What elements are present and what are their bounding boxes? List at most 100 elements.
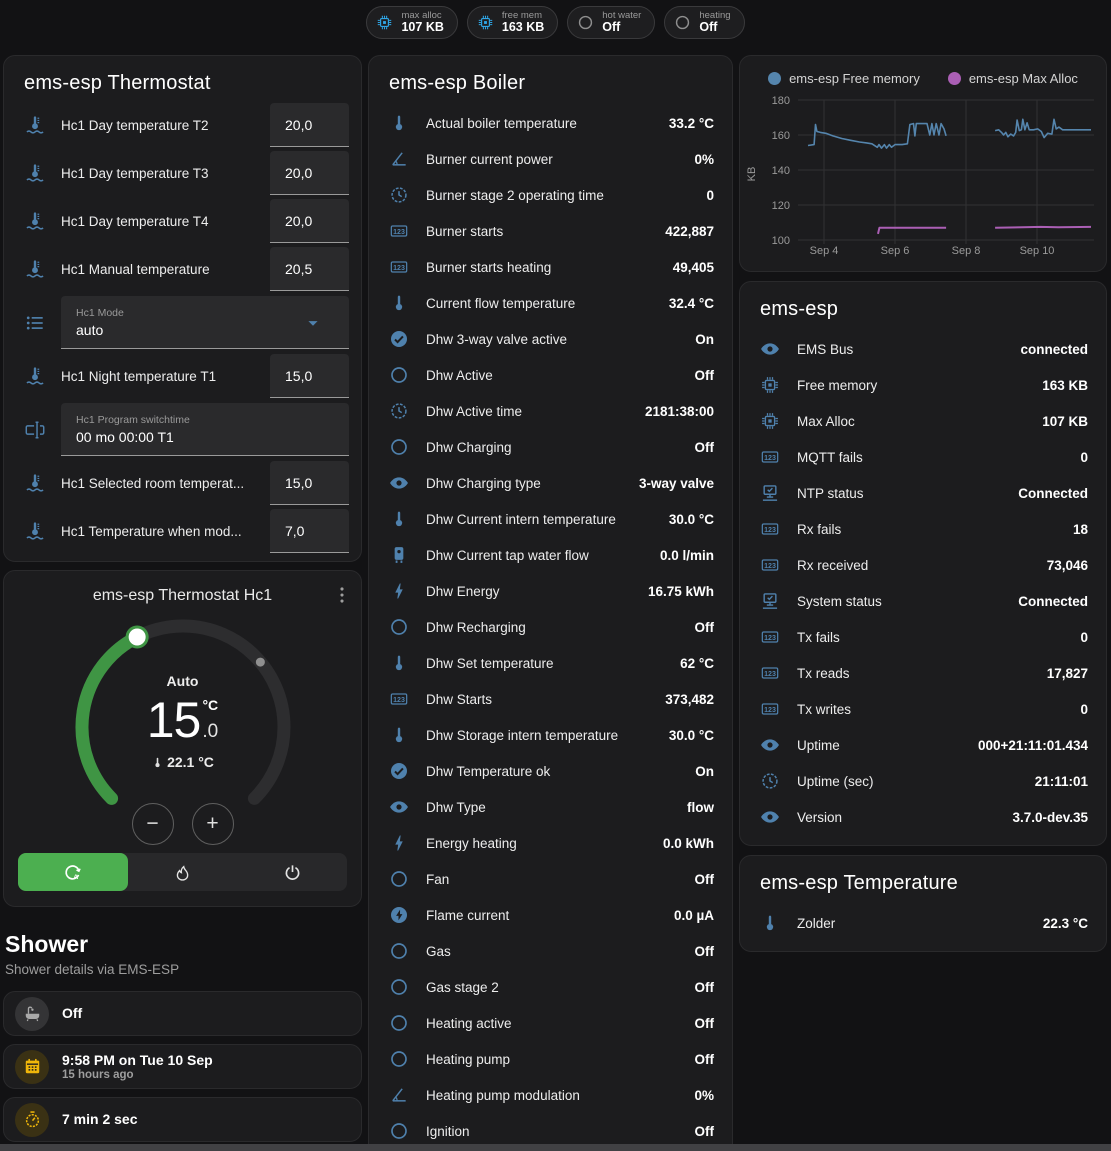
entity-row[interactable]: 123 Rx received 73,046 <box>760 547 1088 583</box>
entity-row[interactable]: Heating pump modulation 0% <box>389 1077 714 1113</box>
thermometer-water-icon <box>24 210 46 232</box>
entity-row[interactable]: System status Connected <box>760 583 1088 619</box>
entity-row[interactable]: Dhw Recharging Off <box>389 609 714 645</box>
entity-value: Off <box>694 979 715 995</box>
number-input[interactable]: 15,0 <box>270 354 349 398</box>
entity-row[interactable]: Dhw Energy 16.75 kWh <box>389 573 714 609</box>
timer-icon <box>23 1110 42 1129</box>
svg-text:123: 123 <box>393 264 405 272</box>
number-input[interactable]: 20,0 <box>270 103 349 147</box>
entity-value: Off <box>694 943 715 959</box>
clock-icon <box>389 401 409 421</box>
entity-row[interactable]: Uptime 000+21:11:01.434 <box>760 727 1088 763</box>
entity-row[interactable]: Max Alloc 107 KB <box>760 403 1088 439</box>
hvac-mode-off-button[interactable] <box>237 853 347 891</box>
entity-value: 18 <box>1072 521 1088 537</box>
control-row: Hc1 Temperature when mod... 7,0 <box>24 507 349 555</box>
entity-row[interactable]: Heating active Off <box>389 1005 714 1041</box>
entity-row[interactable]: 123 Burner starts heating 49,405 <box>389 249 714 285</box>
hvac-mode-auto-button[interactable]: A <box>18 853 128 891</box>
entity-row[interactable]: Dhw Charging type 3-way valve <box>389 465 714 501</box>
entity-row[interactable]: Fan Off <box>389 861 714 897</box>
entity-row[interactable]: Uptime (sec) 21:11:01 <box>760 763 1088 799</box>
entity-row[interactable]: Gas stage 2 Off <box>389 969 714 1005</box>
entity-row[interactable]: Burner current power 0% <box>389 141 714 177</box>
number-input[interactable]: 15,0 <box>270 461 349 505</box>
entity-row[interactable]: 123 Rx fails 18 <box>760 511 1088 547</box>
entity-row[interactable]: Dhw Set temperature 62 °C <box>389 645 714 681</box>
number-input[interactable]: 20,5 <box>270 247 349 291</box>
entity-row[interactable]: Gas Off <box>389 933 714 969</box>
temp-increase-button[interactable]: + <box>191 803 234 845</box>
entity-row[interactable]: Dhw 3-way valve active On <box>389 321 714 357</box>
number-input[interactable]: 20,0 <box>270 199 349 243</box>
auto-mode-icon: A <box>63 863 82 882</box>
memory-chart: 100 120 140 160 180 Sep 4 Sep 6 Sep 8 Sep 10 KB <box>746 95 1094 257</box>
thermometer-icon <box>389 293 409 313</box>
shower-item[interactable]: 9:58 PM on Tue 10 Sep 15 hours ago <box>3 1044 362 1089</box>
entity-row[interactable]: Dhw Active time 2181:38:00 <box>389 393 714 429</box>
legend-item[interactable]: ems-esp Free memory <box>768 71 920 86</box>
shower-item[interactable]: 7 min 2 sec <box>3 1097 362 1142</box>
svg-text:A: A <box>74 874 79 881</box>
entity-row[interactable]: Version 3.7.0-dev.35 <box>760 799 1088 835</box>
temperature-card: ems-esp Temperature Zolder 22.3 °C <box>739 855 1107 952</box>
entity-row[interactable]: Dhw Temperature ok On <box>389 753 714 789</box>
legend-item[interactable]: ems-esp Max Alloc <box>947 71 1078 86</box>
entity-row[interactable]: Burner stage 2 operating time 0 <box>389 177 714 213</box>
entity-label: Heating pump <box>426 1051 511 1067</box>
entity-row[interactable]: Dhw Current tap water flow 0.0 l/min <box>389 537 714 573</box>
entity-row[interactable]: 123 Dhw Starts 373,482 <box>389 681 714 717</box>
entity-row[interactable]: 123 Burner starts 422,887 <box>389 213 714 249</box>
mode-select[interactable]: Hc1 Mode auto <box>61 296 349 349</box>
entity-label: Dhw Recharging <box>426 619 526 635</box>
entity-value: 107 KB <box>1042 413 1088 429</box>
entity-row[interactable]: Free memory 163 KB <box>760 367 1088 403</box>
entity-row[interactable]: Dhw Active Off <box>389 357 714 393</box>
kebab-menu-icon[interactable] <box>331 584 353 606</box>
entity-row[interactable]: 123 Tx fails 0 <box>760 619 1088 655</box>
entity-row[interactable]: Dhw Type flow <box>389 789 714 825</box>
badge-max-alloc[interactable]: max alloc 107 KB <box>366 6 458 39</box>
legend-label: ems-esp Free memory <box>789 71 920 86</box>
entity-row[interactable]: 123 MQTT fails 0 <box>760 439 1088 475</box>
entity-row[interactable]: 123 Tx writes 0 <box>760 691 1088 727</box>
badge-label: heating <box>699 9 731 21</box>
number-input[interactable]: 20,0 <box>270 151 349 195</box>
entity-value: 0 <box>1080 449 1088 465</box>
entity-row[interactable]: Energy heating 0.0 kWh <box>389 825 714 861</box>
shower-item[interactable]: Off <box>3 991 362 1036</box>
badge-hot-water[interactable]: hot water Off <box>567 6 656 39</box>
badge-heating[interactable]: heating Off <box>664 6 745 39</box>
entity-row[interactable]: Flame current 0.0 µA <box>389 897 714 933</box>
entity-row[interactable]: Zolder 22.3 °C <box>760 905 1088 941</box>
entity-row[interactable]: Ignition Off <box>389 1113 714 1149</box>
control-label: Hc1 Night temperature T1 <box>61 368 217 384</box>
dial-handle[interactable] <box>125 625 149 649</box>
middle-column: ems-esp Boiler Actual boiler temperature… <box>368 55 733 1151</box>
entity-row[interactable]: Dhw Storage intern temperature 30.0 °C <box>389 717 714 753</box>
horizontal-scrollbar[interactable] <box>0 1144 1111 1151</box>
entity-row[interactable]: Heating pump Off <box>389 1041 714 1077</box>
entity-value: 30.0 °C <box>668 511 714 527</box>
entity-row[interactable]: NTP status Connected <box>760 475 1088 511</box>
entity-value: 000+21:11:01.434 <box>978 737 1088 753</box>
entity-row[interactable]: Dhw Current intern temperature 30.0 °C <box>389 501 714 537</box>
flash-icon <box>389 833 409 853</box>
entity-label: Dhw Charging type <box>426 475 541 491</box>
badge-free-mem[interactable]: free mem 163 KB <box>466 6 559 39</box>
circle-icon <box>389 869 409 889</box>
number-input[interactable]: 7,0 <box>270 509 349 553</box>
entity-row[interactable]: EMS Bus connected <box>760 331 1088 367</box>
entity-row[interactable]: Actual boiler temperature 33.2 °C <box>389 105 714 141</box>
entity-row[interactable]: Current flow temperature 32.4 °C <box>389 285 714 321</box>
temp-decrease-button[interactable]: − <box>131 803 174 845</box>
entity-row[interactable]: Dhw Charging Off <box>389 429 714 465</box>
text-input[interactable]: Hc1 Program switchtime 00 mo 00:00 T1 <box>61 403 349 456</box>
entity-value: 163 KB <box>1042 377 1088 393</box>
entity-label: Dhw Storage intern temperature <box>426 727 619 743</box>
entity-value: 373,482 <box>665 691 714 707</box>
hvac-mode-heat-button[interactable] <box>128 853 238 891</box>
counter-icon: 123 <box>760 627 780 647</box>
entity-row[interactable]: 123 Tx reads 17,827 <box>760 655 1088 691</box>
